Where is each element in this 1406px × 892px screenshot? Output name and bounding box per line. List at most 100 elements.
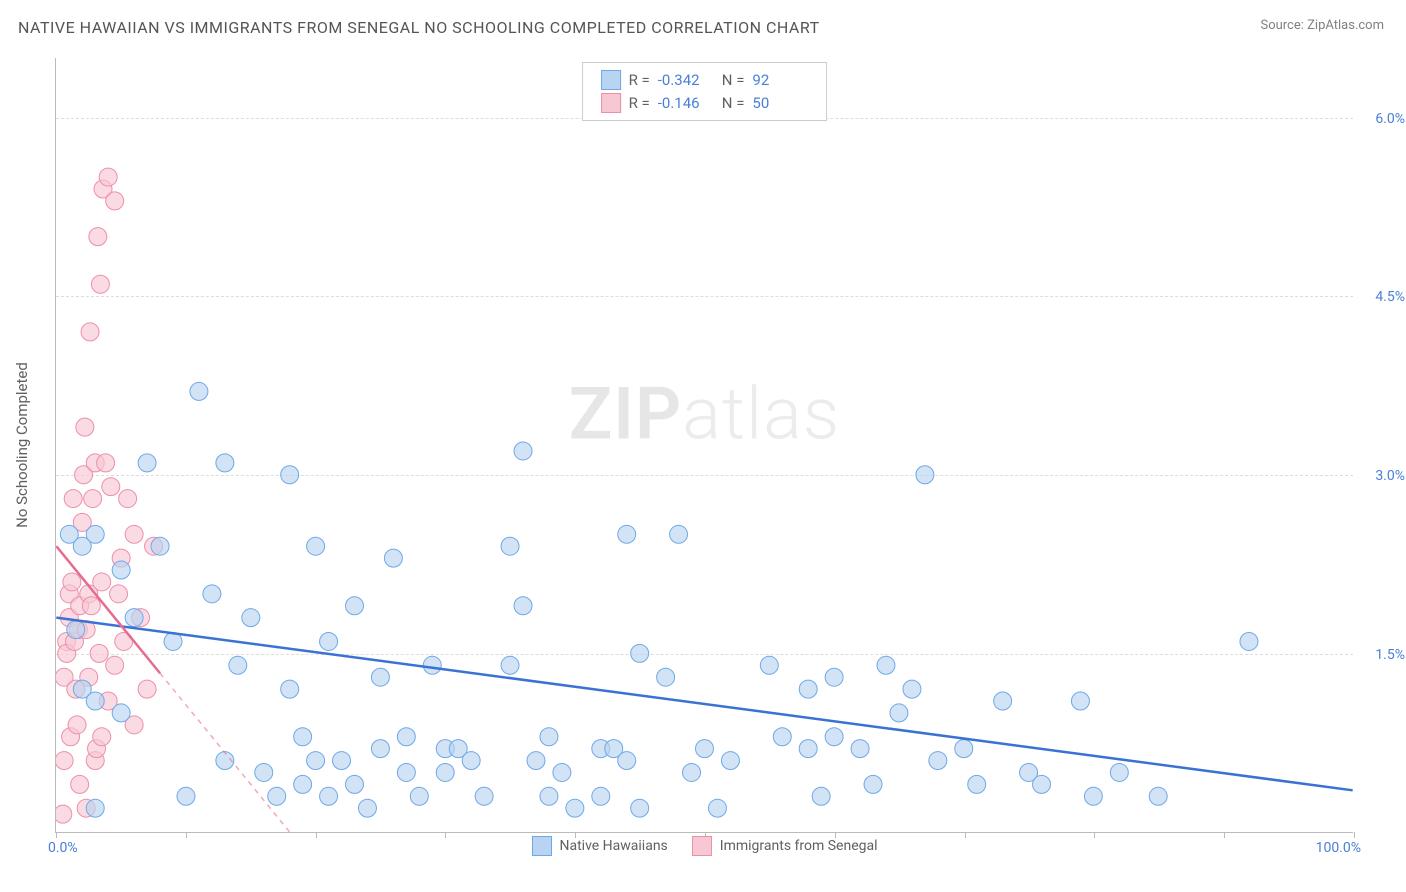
data-point xyxy=(812,787,830,805)
data-point xyxy=(436,740,454,758)
data-point xyxy=(115,632,133,650)
data-point xyxy=(177,787,195,805)
data-point xyxy=(60,585,78,603)
x-tick xyxy=(316,832,317,838)
data-point xyxy=(86,525,104,543)
data-point xyxy=(618,752,636,770)
gridline: 1.5% xyxy=(56,654,1353,655)
scatter-svg xyxy=(56,58,1353,832)
data-point xyxy=(320,632,338,650)
stats-r-label-0: R = xyxy=(629,69,650,92)
watermark-light: atlas xyxy=(682,372,840,457)
data-point xyxy=(84,490,102,508)
stats-r-label-1: R = xyxy=(629,92,650,115)
data-point xyxy=(268,787,286,805)
trend-line xyxy=(56,618,1352,791)
data-point xyxy=(216,454,234,472)
data-point xyxy=(475,787,493,805)
legend-swatch-0 xyxy=(531,836,551,856)
y-tick-label: 6.0% xyxy=(1375,111,1405,127)
data-point xyxy=(501,537,519,555)
data-point xyxy=(566,799,584,817)
data-point xyxy=(955,740,973,758)
data-point xyxy=(346,597,364,615)
data-point xyxy=(825,668,843,686)
data-point xyxy=(93,573,111,591)
data-point xyxy=(80,585,98,603)
data-point xyxy=(307,752,325,770)
y-tick-label: 3.0% xyxy=(1375,468,1405,484)
data-point xyxy=(71,597,89,615)
data-point xyxy=(164,632,182,650)
y-tick-label: 4.5% xyxy=(1375,289,1405,305)
data-point xyxy=(71,775,89,793)
data-point xyxy=(605,740,623,758)
stats-row-1: R = -0.146 N = 50 xyxy=(601,92,809,115)
data-point xyxy=(1084,787,1102,805)
data-point xyxy=(119,490,137,508)
data-point xyxy=(86,692,104,710)
data-point xyxy=(82,597,100,615)
data-point xyxy=(73,537,91,555)
data-point xyxy=(294,775,312,793)
y-axis-title: No Schooling Completed xyxy=(13,362,31,528)
x-tick xyxy=(186,832,187,838)
x-axis-max-label: 100.0% xyxy=(1316,840,1361,856)
data-point xyxy=(73,513,91,531)
data-point xyxy=(397,728,415,746)
data-point xyxy=(773,728,791,746)
data-point xyxy=(1020,763,1038,781)
data-point xyxy=(255,763,273,781)
gridline: 3.0% xyxy=(56,475,1353,476)
data-point xyxy=(89,228,107,246)
data-point xyxy=(760,656,778,674)
data-point xyxy=(86,752,104,770)
data-point xyxy=(216,752,234,770)
data-point xyxy=(65,632,83,650)
watermark: ZIPatlas xyxy=(569,372,841,457)
trend-line-dashed xyxy=(160,673,290,832)
data-point xyxy=(77,799,95,817)
data-point xyxy=(1240,632,1258,650)
correlation-stats-box: R = -0.342 N = 92 R = -0.146 N = 50 xyxy=(582,62,828,121)
data-point xyxy=(132,609,150,627)
legend-label-0: Native Hawaiians xyxy=(559,838,667,854)
legend-item-1: Immigrants from Senegal xyxy=(692,836,878,856)
data-point xyxy=(721,752,739,770)
data-point xyxy=(320,787,338,805)
stats-n-label-0: N = xyxy=(722,69,745,92)
data-point xyxy=(106,192,124,210)
data-point xyxy=(877,656,895,674)
data-point xyxy=(151,537,169,555)
data-point xyxy=(190,382,208,400)
data-point xyxy=(112,704,130,722)
data-point xyxy=(592,740,610,758)
y-tick-label: 1.5% xyxy=(1375,647,1405,663)
data-point xyxy=(62,728,80,746)
gridline: 4.5% xyxy=(56,296,1353,297)
data-point xyxy=(436,763,454,781)
x-tick xyxy=(1224,832,1225,838)
data-point xyxy=(799,740,817,758)
data-point xyxy=(281,680,299,698)
data-point xyxy=(501,656,519,674)
data-point xyxy=(102,478,120,496)
data-point xyxy=(1071,692,1089,710)
x-tick xyxy=(1354,832,1355,838)
data-point xyxy=(99,692,117,710)
data-point xyxy=(60,525,78,543)
data-point xyxy=(106,656,124,674)
data-point xyxy=(994,692,1012,710)
data-point xyxy=(696,740,714,758)
data-point xyxy=(423,656,441,674)
data-point xyxy=(708,799,726,817)
data-point xyxy=(371,668,389,686)
data-point xyxy=(88,740,106,758)
data-point xyxy=(825,728,843,746)
stats-swatch-1 xyxy=(601,93,621,113)
data-point xyxy=(77,621,95,639)
data-point xyxy=(670,525,688,543)
data-point xyxy=(346,775,364,793)
stats-row-0: R = -0.342 N = 92 xyxy=(601,69,809,92)
data-point xyxy=(851,740,869,758)
